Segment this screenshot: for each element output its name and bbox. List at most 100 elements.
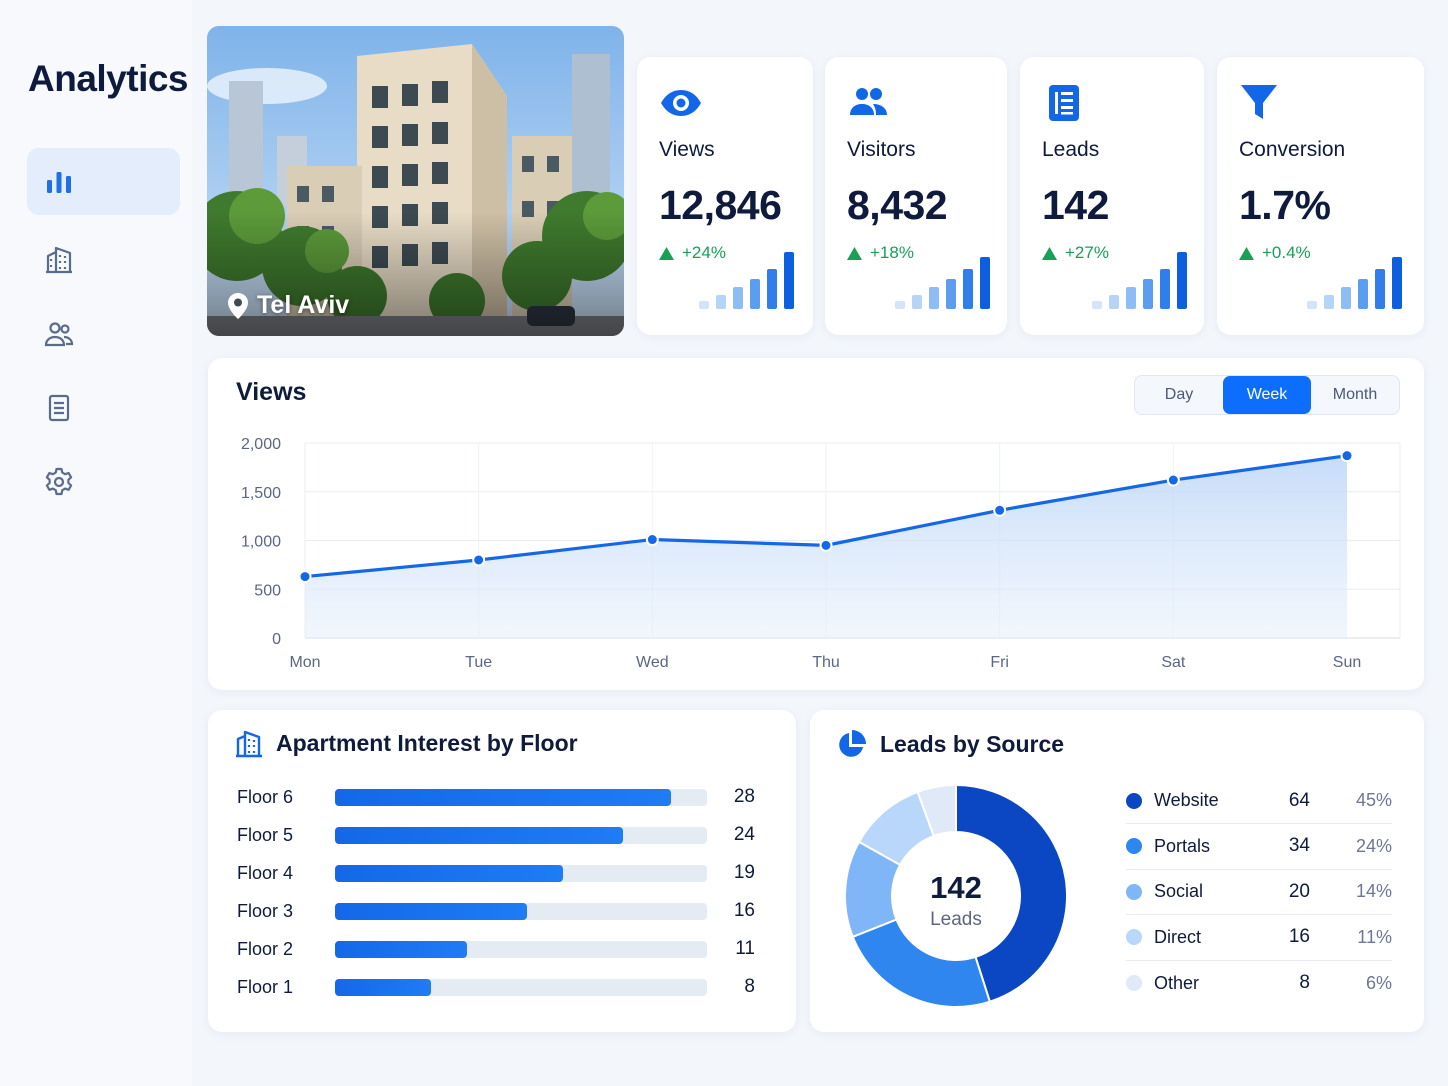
spark-bar (912, 295, 922, 309)
range-day-button[interactable]: Day (1164, 386, 1194, 403)
legend-percent: 14% (1355, 881, 1392, 901)
legend-label: Direct (1154, 926, 1202, 947)
floor-bar (335, 902, 527, 920)
legend-swatch (1126, 975, 1142, 991)
floor-value: 24 (733, 824, 755, 845)
floor-label: Floor 2 (237, 938, 294, 959)
leads-donut-chart: 142 Leads (844, 783, 1068, 1008)
donut-slice-portals (851, 918, 992, 1008)
spark-bar (1358, 279, 1368, 309)
x-tick-label: Mon (289, 654, 320, 671)
floor-bar (335, 826, 623, 844)
floor-label: Floor 4 (237, 862, 294, 883)
floor-row: Floor 6 28 (237, 785, 767, 809)
sparkline (1307, 257, 1402, 309)
range-week-button[interactable]: Week (1223, 376, 1311, 414)
x-tick-label: Sun (1333, 654, 1361, 671)
legend-percent: 6% (1365, 972, 1392, 993)
floor-bar (335, 940, 467, 958)
floor-row: Floor 3 16 (237, 899, 767, 923)
legend-value: 20 (1288, 880, 1310, 902)
floor-value: 16 (733, 900, 755, 921)
kpi-delta: +0.4% (1239, 243, 1402, 263)
users-icon (44, 321, 74, 346)
sidebar-item-properties[interactable] (27, 226, 180, 293)
floor-label: Floor 5 (237, 824, 294, 845)
sidebar-item-settings[interactable] (27, 448, 180, 515)
data-point (1340, 449, 1354, 463)
sidebar-item-reports[interactable] (27, 374, 180, 441)
y-tick-label: 0 (272, 631, 281, 648)
sparkline (699, 252, 794, 309)
legend-row: Other 8 6% (1126, 960, 1392, 1006)
spark-bar (767, 269, 777, 309)
range-month-button[interactable]: Month (1332, 386, 1378, 403)
legend-swatch (1126, 883, 1142, 900)
legend-label: Portals (1154, 835, 1211, 856)
kpi-delta: +24% (659, 243, 791, 263)
spark-bar (784, 252, 794, 309)
floor-label: Floor 6 (237, 786, 294, 807)
donut-slice-other (916, 783, 957, 838)
spark-bar (946, 279, 956, 309)
x-tick-label: Wed (636, 654, 669, 671)
floor-value: 11 (735, 938, 755, 959)
floor-value: 8 (744, 976, 755, 997)
legend-swatch (1126, 929, 1142, 945)
kpi-value: 8,432 (847, 182, 948, 228)
legend-label: Social (1154, 881, 1204, 901)
bar-chart-icon (47, 171, 71, 193)
sidebar-item-users[interactable] (27, 300, 180, 367)
floor-bar (335, 864, 563, 882)
legend-value: 64 (1288, 789, 1310, 811)
location-label: Tel Aviv (227, 291, 349, 320)
spark-bar (1341, 287, 1351, 309)
floor-bar-track (335, 940, 707, 958)
spark-bar (733, 287, 743, 309)
data-point (993, 503, 1007, 517)
spark-bar (895, 301, 905, 309)
spark-bar (716, 295, 726, 309)
kpi-delta: +27% (1042, 243, 1182, 263)
kpi-value: 1.7% (1239, 182, 1331, 228)
kpi-label: Views (659, 138, 715, 161)
donut-slice-website (955, 783, 1068, 1003)
sidebar-item-analytics[interactable] (27, 148, 180, 215)
kpi-label: Leads (1042, 138, 1100, 161)
pie-chart-icon (839, 730, 866, 757)
legend-label: Other (1154, 972, 1200, 993)
floor-bar-track (335, 826, 707, 844)
legend-percent: 11% (1357, 926, 1392, 947)
floor-bar (335, 788, 671, 806)
sparkline (1092, 252, 1187, 309)
arrow-up-icon (659, 246, 674, 260)
floor-value: 19 (733, 862, 755, 883)
floor-row: Floor 1 8 (237, 975, 767, 999)
legend-swatch (1126, 792, 1142, 809)
location-name: Tel Aviv (257, 291, 350, 319)
kpi-card-conversion: Conversion 1.7% +0.4% (1217, 57, 1424, 335)
data-point (1166, 473, 1180, 487)
spark-bar (1307, 301, 1317, 309)
legend-label: Website (1154, 790, 1219, 810)
floor-value: 28 (733, 786, 755, 807)
spark-bar (963, 269, 973, 309)
floor-row: Floor 2 11 (237, 937, 767, 961)
kpi-card-visitors: Visitors 8,432 +18% (825, 57, 1007, 335)
floor-bar-track (335, 978, 707, 996)
kpi-delta: +18% (847, 243, 985, 263)
floor-bar-track (335, 788, 707, 806)
arrow-up-icon (1239, 246, 1254, 260)
y-tick-label: 2,000 (241, 436, 281, 453)
kpi-card-views: Views 12,846 +24% (637, 57, 813, 335)
leads-source-title: Leads by Source (880, 731, 1065, 757)
funnel-icon (1241, 85, 1277, 119)
x-tick-label: Thu (812, 654, 840, 671)
spark-bar (699, 301, 709, 309)
legend-row: Direct 16 11% (1126, 915, 1392, 961)
spark-bar (1392, 257, 1402, 309)
legend-swatch (1126, 838, 1142, 854)
floor-row: Floor 4 19 (237, 861, 767, 885)
sidebar: Analytics (0, 0, 192, 1086)
users-icon (850, 88, 887, 115)
